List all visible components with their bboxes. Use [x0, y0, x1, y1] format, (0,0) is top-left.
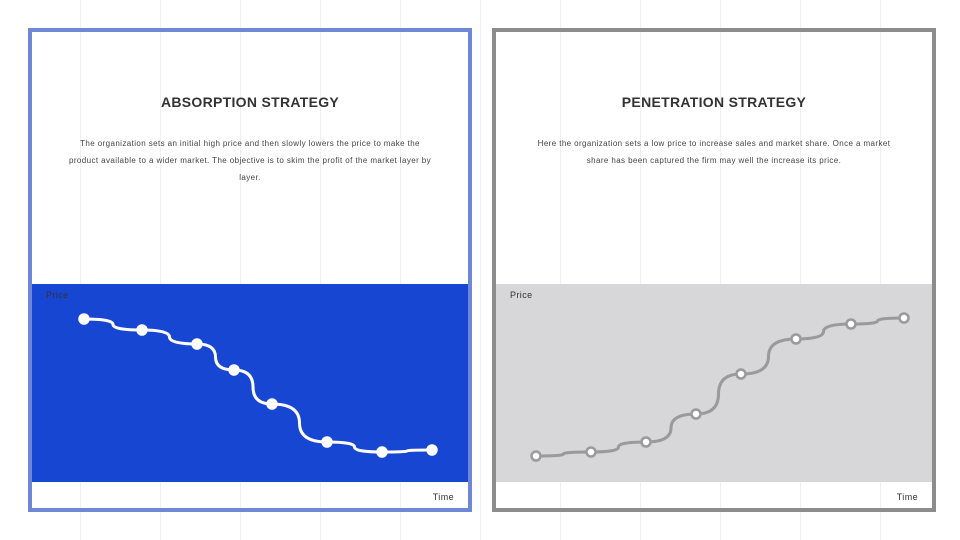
penetration-marker: [900, 314, 909, 323]
panel-absorption: ABSORPTION STRATEGY The organization set…: [28, 28, 472, 512]
absorption-marker: [323, 438, 332, 447]
absorption-marker: [268, 400, 277, 409]
absorption-marker: [80, 315, 89, 324]
penetration-description: Here the organization sets a low price t…: [530, 136, 898, 170]
penetration-marker: [737, 370, 746, 379]
penetration-line: [536, 318, 904, 456]
penetration-marker: [532, 452, 541, 461]
penetration-marker: [847, 320, 856, 329]
panel-absorption-inner: ABSORPTION STRATEGY The organization set…: [32, 32, 468, 508]
absorption-marker: [378, 448, 387, 457]
absorption-line: [84, 319, 432, 452]
penetration-marker: [587, 448, 596, 457]
absorption-marker: [428, 446, 437, 455]
absorption-marker: [193, 340, 202, 349]
page: ABSORPTION STRATEGY The organization set…: [0, 0, 960, 540]
absorption-description: The organization sets an initial high pr…: [66, 136, 434, 186]
penetration-marker: [692, 410, 701, 419]
absorption-time-label: Time: [433, 492, 454, 502]
penetration-time-label: Time: [897, 492, 918, 502]
penetration-chart: [496, 284, 932, 482]
penetration-marker: [792, 335, 801, 344]
absorption-marker: [138, 326, 147, 335]
panel-penetration-inner: PENETRATION STRATEGY Here the organizati…: [496, 32, 932, 508]
penetration-title: PENETRATION STRATEGY: [496, 94, 932, 110]
absorption-title: ABSORPTION STRATEGY: [32, 94, 468, 110]
grid-line: [480, 0, 481, 540]
absorption-marker: [230, 366, 239, 375]
penetration-marker: [642, 438, 651, 447]
absorption-chart: [32, 284, 468, 482]
absorption-markers: [80, 315, 437, 457]
panel-penetration: PENETRATION STRATEGY Here the organizati…: [492, 28, 936, 512]
